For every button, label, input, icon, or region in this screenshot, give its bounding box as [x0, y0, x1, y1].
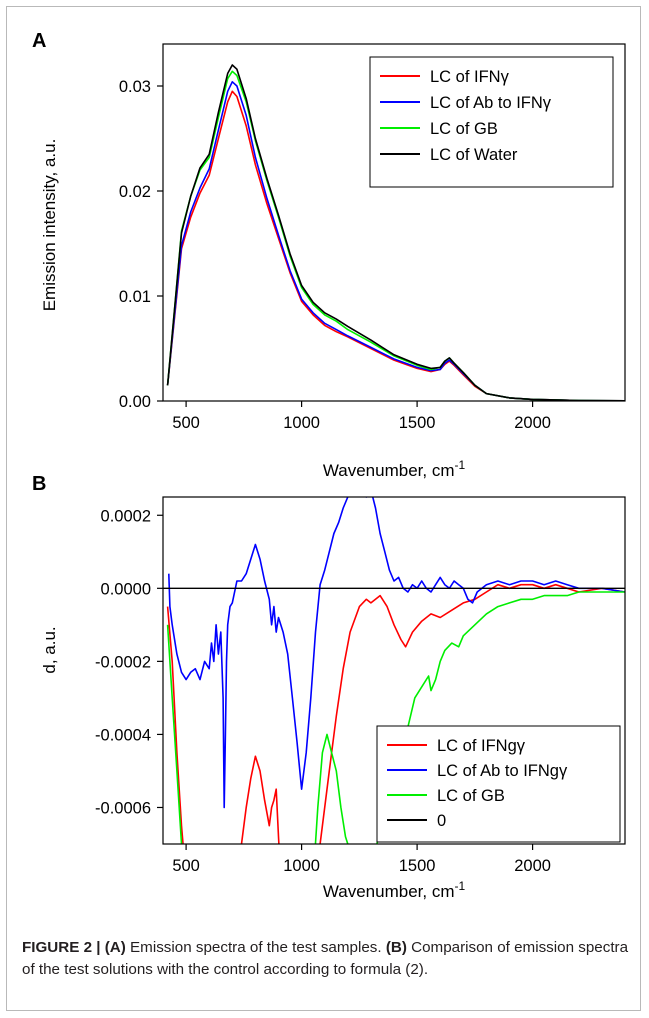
x-tick-label: 500 [172, 414, 200, 432]
legend-label: LC of Water [430, 146, 518, 164]
x-tick-label: 500 [172, 857, 200, 875]
caption-part-b-text: Comparison of emission spectra of the te… [22, 939, 629, 978]
legend: LC of IFNγ LC of Ab to IFNγ LC of GB LC of … [369, 56, 614, 188]
legend-label: LC of Ab to IFNγ [430, 94, 552, 112]
x-tick-label: 2000 [514, 414, 551, 432]
legend-box [369, 56, 614, 188]
series-line-1-seg-3 [319, 583, 625, 844]
y-tick-label: -0.0004 [95, 726, 151, 744]
series-line-2-seg-1 [168, 497, 625, 809]
series-group [166, 64, 625, 401]
series-line-1-seg-2 [240, 755, 280, 844]
panel-a-xlabel-sup: -1 [454, 458, 465, 472]
series-line-1-seg-1 [166, 606, 184, 844]
panel-b-label: B [32, 473, 46, 495]
x-tick-label: 1500 [399, 414, 436, 432]
x-tick-label: 1000 [283, 414, 320, 432]
y-tick-label: 0.01 [119, 288, 151, 306]
chart-panel-a: 500 1000 1500 2000 0.00 0.01 0.02 0.03 LC of IFN… [119, 43, 626, 432]
y-tick-label: 0.00 [119, 393, 151, 411]
x-tick-label: 1500 [399, 857, 436, 875]
series-group [163, 497, 625, 844]
x-tick-label: 1000 [283, 857, 320, 875]
legend-label: LC of IFNgγ [437, 737, 526, 755]
panel-a-label: A [32, 30, 46, 52]
legend-label: LC of GB [430, 120, 498, 138]
legend-label: 0 [437, 812, 446, 830]
caption-part-b-label: (B) [385, 939, 407, 956]
y-tick-label: -0.0002 [95, 653, 151, 671]
plot-frame [162, 496, 626, 845]
panel-a-xlabel-main: Wavenumber, cm [323, 461, 455, 480]
panel-a-xlabel: Wavenumber, cm-1 [323, 458, 466, 480]
chart-panel-b: 500 1000 1500 2000 0.0002 0.0000 -0.0002 -0.000… [95, 496, 626, 875]
panel-a-ylabel: Emission intensity, a.u. [40, 139, 59, 312]
y-tick-label: 0.03 [119, 78, 151, 96]
legend-label: LC of Ab to IFNgγ [437, 762, 568, 780]
x-tick-label: 2000 [514, 857, 551, 875]
legend: LC of IFNgγ LC of Ab to IFNgγ LC of GB 0 [376, 725, 621, 843]
panel-b-xlabel-sup: -1 [454, 879, 465, 893]
series-line-4-seg-1 [166, 64, 625, 401]
caption-label: FIGURE 2 | [22, 939, 105, 956]
legend-label: LC of GB [437, 787, 505, 805]
figure-caption: FIGURE 2 | (A) Emission spectra of the t… [22, 937, 632, 981]
panel-b-xlabel-main: Wavenumber, cm [323, 882, 455, 901]
series-line-3-seg-2 [314, 733, 349, 844]
panel-b-ylabel: d, a.u. [40, 626, 59, 673]
caption-part-a-text: Emission spectra of the test samples. [125, 939, 386, 956]
caption-part-a-label: (A) [104, 939, 126, 956]
panel-b-xlabel: Wavenumber, cm-1 [323, 879, 466, 901]
y-tick-label: -0.0006 [95, 799, 151, 817]
plot-frame [162, 43, 626, 402]
y-tick-label: 0.02 [119, 183, 151, 201]
series-line-3-seg-1 [166, 624, 183, 844]
y-tick-label: 0.0000 [101, 580, 151, 598]
legend-label: LC of IFNγ [430, 68, 510, 86]
y-tick-label: 0.0002 [101, 507, 151, 525]
